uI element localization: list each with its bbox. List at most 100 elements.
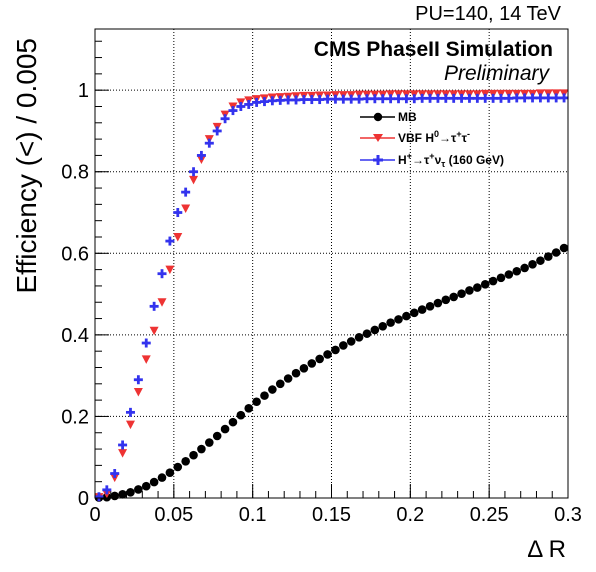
data-point-mb — [433, 298, 443, 308]
data-point-mb — [504, 270, 514, 279]
data-point-hplus-v — [192, 167, 195, 177]
series-1 — [94, 89, 569, 502]
data-point-hplus-v — [334, 94, 337, 104]
data-point-hplus — [125, 407, 135, 417]
data-point-hplus — [362, 94, 372, 104]
data-point-hplus-v — [452, 93, 456, 103]
data-point-hplus — [267, 96, 277, 106]
x-tick-label: 0.2 — [396, 504, 424, 526]
data-point-hplus — [220, 114, 230, 124]
data-point-hplus — [102, 485, 112, 495]
data-point-mb — [331, 345, 340, 355]
data-point-mb — [473, 283, 482, 292]
x-axis-label: Δ R — [527, 536, 566, 563]
data-point-hplus — [236, 101, 246, 111]
data-point-mb — [425, 302, 435, 311]
data-point-mb — [409, 308, 419, 318]
data-point-mb — [520, 263, 529, 273]
legend-label-hplus: H+→τ+ντ (160 GeV) — [398, 151, 504, 169]
legend-label-vbf: VBF H0→τ+τ- — [398, 129, 470, 145]
data-point-hplus — [346, 94, 356, 104]
data-point-hplus-v — [341, 94, 345, 104]
data-point-hplus-v — [428, 93, 432, 103]
data-point-hplus — [181, 187, 191, 197]
data-point-mb — [268, 385, 277, 394]
data-point-mb — [291, 368, 301, 378]
data-point-hplus-v — [144, 338, 148, 348]
data-point-hplus — [338, 94, 348, 104]
data-point-mb — [441, 295, 451, 305]
data-point-mb — [551, 248, 561, 257]
data-point-mb — [417, 305, 427, 314]
data-point-mb — [118, 490, 127, 499]
data-point-hplus-v — [263, 97, 266, 107]
data-point-mb — [362, 329, 372, 338]
data-point-hplus-v — [286, 95, 290, 105]
preliminary-label: Preliminary — [444, 62, 551, 85]
data-point-hplus — [315, 95, 325, 105]
data-point-mb — [543, 252, 553, 261]
data-point-mb — [339, 341, 348, 350]
x-tick-label: 0.15 — [312, 504, 351, 526]
data-point-hplus — [386, 94, 396, 104]
data-point-hplus — [252, 97, 262, 107]
cms-label: CMS PhaseII Simulation — [314, 38, 553, 61]
data-point-mb — [165, 468, 175, 478]
data-point-mb — [488, 276, 498, 286]
data-point-hplus-v — [491, 93, 495, 103]
data-point-hplus-v — [152, 301, 156, 311]
data-point-mb — [212, 431, 222, 441]
data-point-vbf — [118, 449, 128, 458]
y-tick-label: 0 — [78, 488, 89, 510]
data-point-hplus — [464, 93, 474, 103]
data-point-mb — [386, 318, 395, 327]
data-point-mb — [134, 485, 143, 494]
legend: MB VBF H0→τ+τ- H+→τ+ντ (160 GeV) — [360, 110, 504, 169]
data-point-mb — [181, 456, 190, 466]
data-point-hplus — [189, 167, 199, 177]
data-point-hplus — [118, 440, 128, 450]
y-axis-label: Efficiency (<) / 0.005 — [11, 38, 42, 294]
data-point-hplus-v — [105, 485, 109, 495]
data-point-hplus — [133, 375, 143, 385]
data-point-mb — [394, 315, 403, 324]
data-point-mb — [528, 260, 537, 269]
data-point-mb — [299, 364, 309, 373]
y-tick-label: 1 — [78, 80, 89, 102]
data-point-mb — [252, 397, 261, 407]
y-tick-label: 0.4 — [61, 325, 89, 347]
data-point-mb — [378, 322, 388, 331]
data-point-hplus-v — [302, 95, 306, 105]
data-point-mb — [512, 266, 522, 276]
data-point-mb — [228, 417, 238, 427]
data-point-mb — [205, 438, 214, 447]
data-point-mb — [244, 403, 254, 413]
data-point-hplus-v — [231, 106, 235, 116]
data-point-hplus — [488, 93, 498, 103]
data-point-hplus-v — [318, 95, 322, 105]
data-point-mb — [449, 292, 458, 302]
data-point-hplus — [173, 208, 183, 218]
data-point-mb — [220, 424, 230, 434]
data-point-hplus-v — [255, 97, 259, 107]
data-point-mb — [346, 337, 356, 346]
data-point-vbf — [173, 232, 183, 242]
data-point-hplus — [417, 93, 427, 103]
data-point-mb — [307, 359, 317, 368]
data-point-hplus — [323, 94, 333, 104]
data-point-hplus-v — [200, 150, 203, 160]
data-point-mb — [559, 243, 569, 253]
y-tick-label: 0.8 — [61, 162, 89, 184]
data-point-hplus — [354, 94, 364, 104]
x-tick-label: 0.1 — [239, 504, 267, 526]
data-point-hplus-v — [310, 95, 314, 105]
data-point-mb — [283, 374, 293, 383]
y-tick-label: 0.2 — [61, 406, 89, 428]
data-point-vbf — [189, 175, 199, 185]
data-point-mb — [402, 311, 411, 321]
axis-ticks: 0 0.05 0.1 0.15 0.2 0.25 0.3 0 0.2 0.4 0.6 0.8 1 — [61, 40, 582, 526]
legend-marker-mb — [373, 112, 383, 122]
data-point-mb — [275, 379, 285, 389]
data-point-hplus-v — [499, 93, 503, 103]
data-point-hplus-v — [460, 93, 463, 103]
